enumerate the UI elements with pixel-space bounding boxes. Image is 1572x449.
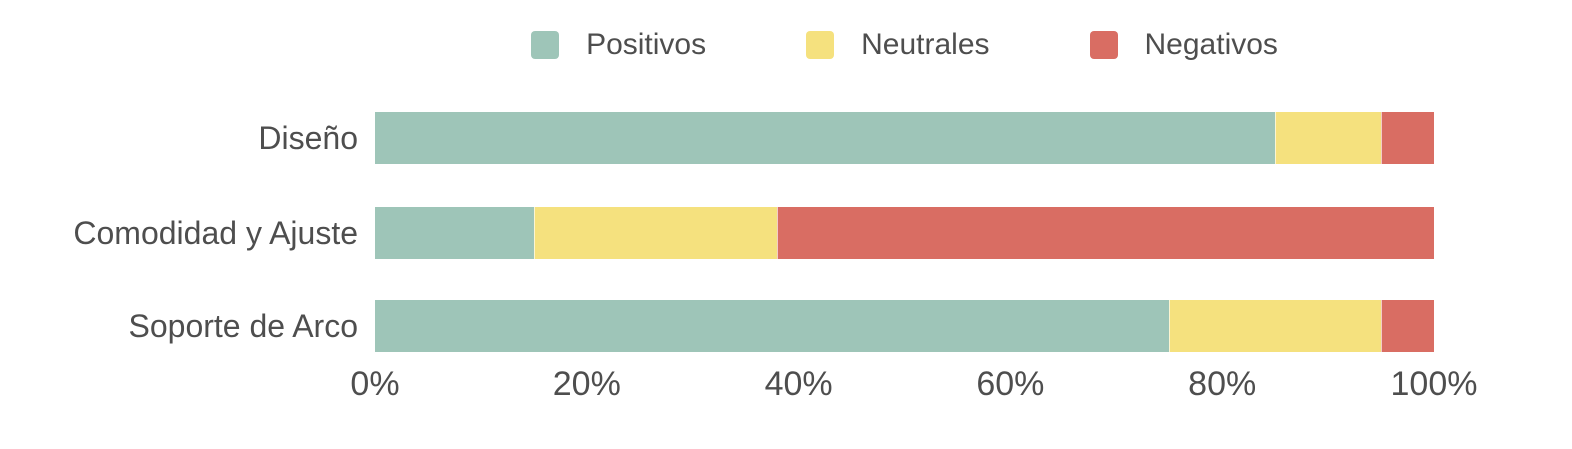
x-axis: 0% 20% 40% 60% 80% 100% [350,362,1477,406]
bar-comodidad-y-ajuste [375,207,1434,259]
segment-negativos-comodidad-y-ajuste [777,207,1434,259]
segment-positivos-soporte-de-arco [375,300,1170,352]
segment-neutrales-diseno [1275,112,1382,164]
category-label-comodidad-y-ajuste: Comodidad y Ajuste [73,215,358,251]
legend-item-neutrales: Neutrales [806,28,990,62]
x-tick-20: 20% [552,365,621,403]
x-tick-0: 0% [350,365,400,403]
segment-negativos-diseno [1381,112,1434,164]
segment-negativos-soporte-de-arco [1381,300,1434,352]
bar-row-diseno: Diseño [0,112,1572,164]
segment-neutrales-comodidad-y-ajuste [533,207,778,259]
legend-swatch-negativos [1089,31,1118,59]
legend-swatch-neutrales [806,31,835,59]
segment-positivos-comodidad-y-ajuste [375,207,534,259]
legend-item-negativos: Negativos [1089,28,1278,62]
segment-neutrales-soporte-de-arco [1169,300,1382,352]
legend-item-positivos: Positivos [531,28,706,62]
x-tick-80: 80% [1188,365,1257,403]
legend-label: Negativos [1144,28,1278,61]
x-tick-40: 40% [764,365,833,403]
x-tick-60: 60% [976,365,1045,403]
legend-label: Positivos [586,28,707,61]
category-label-soporte-de-arco: Soporte de Arco [128,308,358,344]
x-tick-100: 100% [1390,365,1478,403]
legend-label: Neutrales [861,28,990,61]
bar-soporte-de-arco [375,300,1434,352]
bar-row-soporte-de-arco: Soporte de Arco [0,300,1572,352]
bar-row-comodidad-y-ajuste: Comodidad y Ajuste [0,207,1572,259]
segment-positivos-diseno [375,112,1276,164]
bar-diseno [375,112,1434,164]
category-label-diseno: Diseño [258,120,358,156]
legend-swatch-positivos [531,31,560,59]
chart-legend: Positivos Neutrales Negativos [375,28,1434,62]
